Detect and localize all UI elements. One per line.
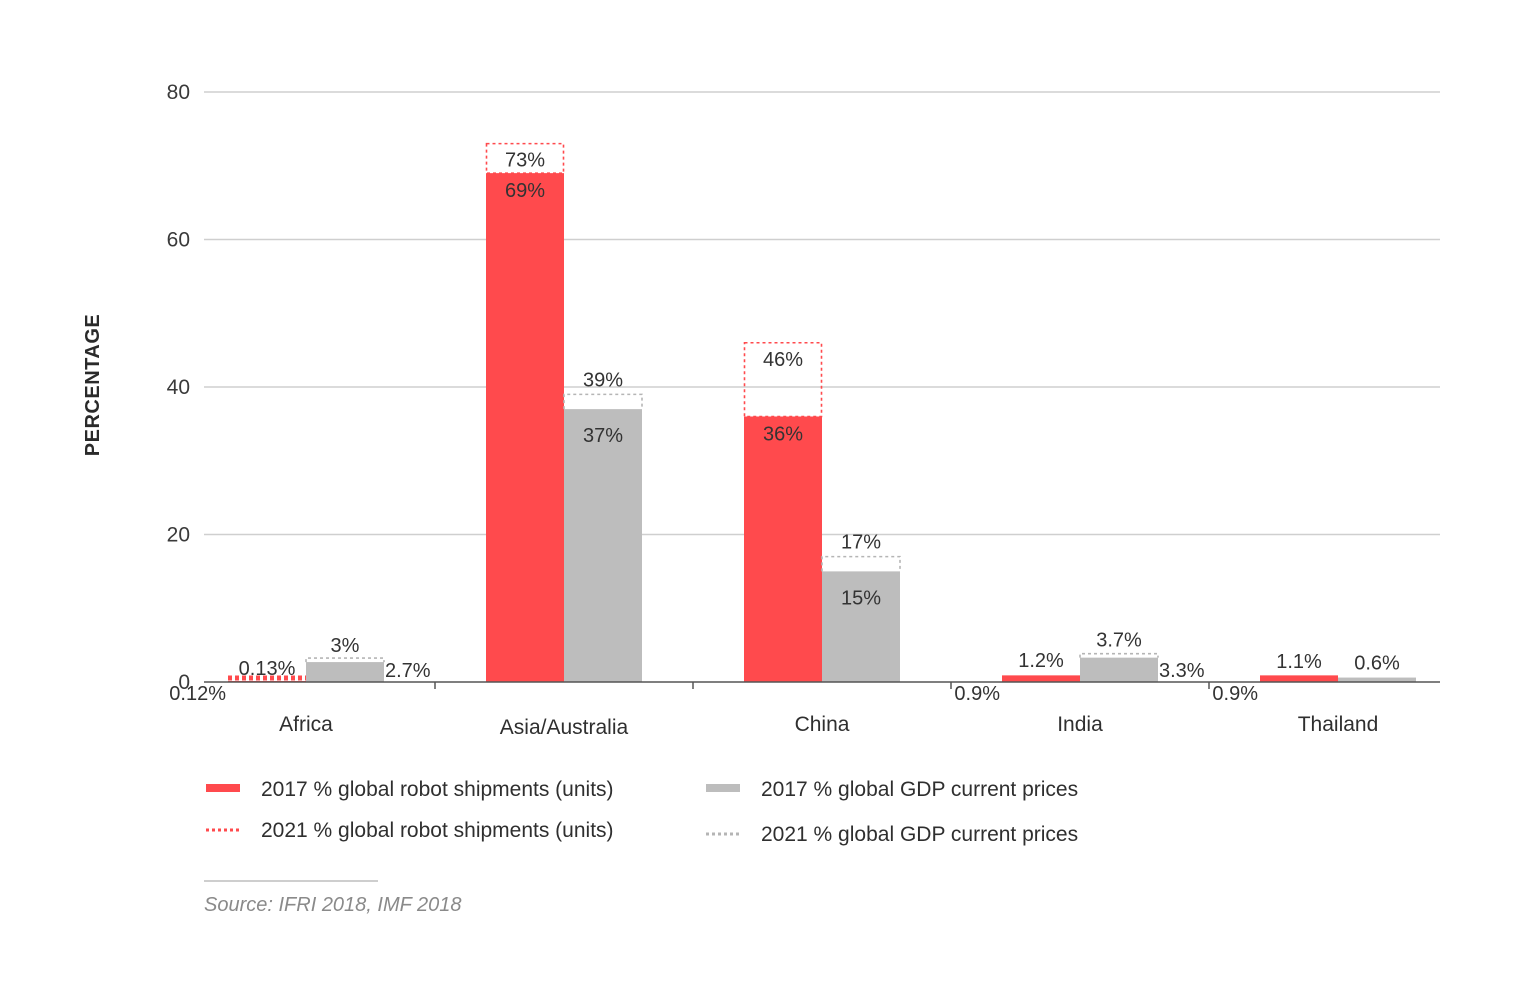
category-label-3: India xyxy=(1057,713,1103,736)
label-gdp-2017-2: 15% xyxy=(841,587,881,609)
category-labels: Africa Asia/Australia China India Thailand xyxy=(279,713,1378,739)
bar-gdp-2017-1 xyxy=(564,409,642,682)
label-gdp-2021-4: 0.6% xyxy=(1354,653,1400,675)
source-note: Source: IFRI 2018, IMF 2018 xyxy=(204,894,462,916)
legend: 2017 % global robot shipments (units) 202… xyxy=(206,778,1078,846)
bar-robot-2021-outline-2 xyxy=(743,341,823,418)
legend-label-2: 2017 % global GDP current prices xyxy=(761,778,1078,801)
label-robot-2021-2: 46% xyxy=(763,349,803,371)
bars xyxy=(228,142,1416,682)
y-tick-label-80: 80 xyxy=(167,81,190,104)
category-label-0: Africa xyxy=(279,713,333,736)
y-tick-label-0: 0 xyxy=(178,671,190,694)
y-tick-label-20: 20 xyxy=(167,524,190,547)
y-axis-label: PERCENTAGE xyxy=(82,314,104,456)
label-robot-2017-0: 0.12% xyxy=(169,683,226,705)
bar-robot-2017-2 xyxy=(744,416,822,682)
category-label-2: China xyxy=(795,713,850,736)
label-robot-2021-1: 73% xyxy=(505,150,545,172)
y-axis-ticks: 0 20 40 60 80 xyxy=(167,81,190,694)
legend-label-1: 2021 % global robot shipments (units) xyxy=(261,819,614,842)
bar-gdp-2021-outline-1 xyxy=(563,393,643,410)
bar-gdp-2017-2 xyxy=(822,571,900,682)
bar-robot-2017-1 xyxy=(486,173,564,682)
label-robot-2017-2: 36% xyxy=(763,424,803,446)
label-gdp-2021-2: 17% xyxy=(841,532,881,554)
bar-gdp-2021-outline-3 xyxy=(1079,652,1159,658)
bar-robot-2021-outline-1 xyxy=(485,142,565,174)
data-labels: 0.13% 0.12% 3% 2.7% 73% 69% 39% 37% 46% 36% 17% 15%… xyxy=(169,150,1400,705)
label-robot-2017-4: 0.9% xyxy=(1212,683,1258,705)
category-label-4: Thailand xyxy=(1298,713,1379,736)
label-robot-2021-0: 0.13% xyxy=(239,658,296,680)
legend-swatch-0 xyxy=(206,784,240,792)
y-tick-label-40: 40 xyxy=(167,376,190,399)
label-gdp-2021-0: 3% xyxy=(331,635,360,657)
label-robot-2017-3: 0.9% xyxy=(954,683,1000,705)
bar-gdp-2021-outline-0 xyxy=(305,657,385,663)
label-gdp-2017-3: 3.3% xyxy=(1159,660,1205,682)
legend-label-3: 2021 % global GDP current prices xyxy=(761,823,1078,846)
label-gdp-2017-0: 2.7% xyxy=(385,660,431,682)
category-label-1: Asia/Australia xyxy=(500,716,629,739)
y-tick-label-60: 60 xyxy=(167,229,190,252)
label-gdp-2017-1: 37% xyxy=(583,425,623,447)
label-robot-2017-1: 69% xyxy=(505,180,545,202)
bar-gdp-2017-0 xyxy=(306,662,384,682)
label-robot-2021-3: 1.2% xyxy=(1018,650,1064,672)
legend-label-0: 2017 % global robot shipments (units) xyxy=(261,778,614,801)
label-robot-2021-4: 1.1% xyxy=(1276,651,1322,673)
bar-gdp-2017-4 xyxy=(1338,677,1416,682)
label-gdp-2021-1: 39% xyxy=(583,369,623,391)
label-gdp-2021-3: 3.7% xyxy=(1096,630,1142,652)
bar-gdp-2017-3 xyxy=(1080,657,1158,682)
bar-gdp-2021-outline-2 xyxy=(821,555,901,572)
legend-swatch-2 xyxy=(706,784,740,792)
x-axis xyxy=(204,681,1440,689)
